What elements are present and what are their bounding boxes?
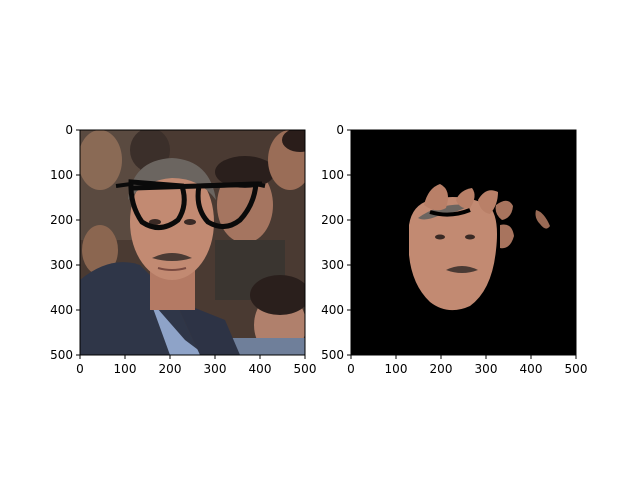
segmented-face [409, 184, 550, 311]
right-ytick-label: 300 [321, 258, 344, 272]
left-ytick-label: 0 [65, 123, 73, 137]
right-ytick-label: 0 [336, 123, 344, 137]
right-ytick-label: 200 [321, 213, 344, 227]
left-ytick-label: 200 [50, 213, 73, 227]
right-xtick-label: 200 [430, 362, 453, 376]
right-xtick-label: 400 [520, 362, 543, 376]
left-ytick-label: 300 [50, 258, 73, 272]
left-xtick-label: 0 [76, 362, 84, 376]
left-ytick-label: 500 [50, 348, 73, 362]
left-ytick-label: 100 [50, 168, 73, 182]
left-image [80, 130, 305, 355]
right-xtick-label: 300 [475, 362, 498, 376]
left-xtick-label: 100 [114, 362, 137, 376]
right-image [351, 130, 576, 355]
left-xtick-label: 500 [294, 362, 317, 376]
right-ytick-label: 400 [321, 303, 344, 317]
right-ytick-label: 100 [321, 168, 344, 182]
left-axes-frame [79, 129, 306, 356]
right-xtick-label: 500 [565, 362, 588, 376]
right-ytick-label: 500 [321, 348, 344, 362]
left-xtick-label: 200 [159, 362, 182, 376]
left-xtick-label: 400 [249, 362, 272, 376]
left-ytick-label: 400 [50, 303, 73, 317]
glasses-overlay [115, 179, 266, 230]
right-axes-frame [350, 129, 577, 356]
right-xtick-label: 0 [347, 362, 355, 376]
left-xtick-label: 300 [204, 362, 227, 376]
right-xtick-label: 100 [385, 362, 408, 376]
